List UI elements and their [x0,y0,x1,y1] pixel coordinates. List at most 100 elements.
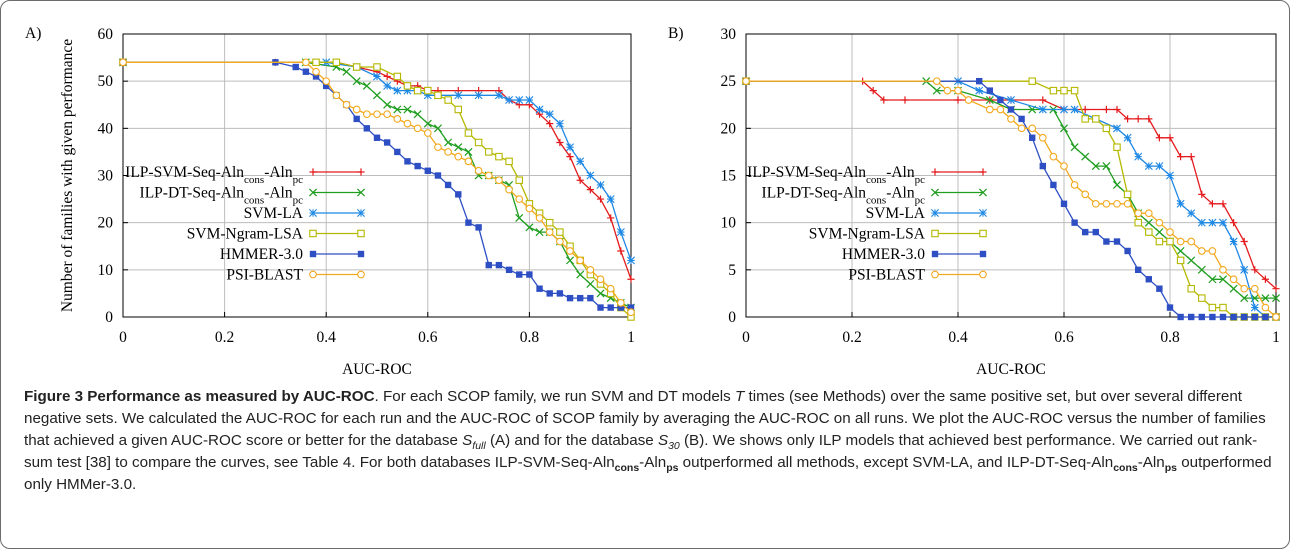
series-psi-blast [742,77,1280,321]
data-point [535,214,544,222]
y-tick-label: 25 [721,73,737,90]
data-point [1208,303,1217,312]
data-point [1050,181,1057,189]
legend-item: ILP-DT-Seq-Alncons-Alnpc [140,185,366,207]
data-point [1038,133,1047,142]
data-point [627,256,635,265]
caption-text: (B). We shows only ILP models that achie… [24,432,1258,471]
data-point [576,176,584,184]
data-point [607,304,614,311]
data-point [1059,124,1069,133]
x-axis-label: AUC-ROC [976,361,1046,378]
data-point [403,82,412,90]
legend-label: ILP-SVM-Seq-Alncons-Alnpc [747,164,925,186]
data-point [1208,275,1217,284]
caption-title: Figure 3 Performance as measured by AUC-… [24,388,375,405]
caption-subscript-ps: ps [666,462,679,475]
series-psi-blast [119,58,635,317]
legend-item: SVM-LA [866,205,987,222]
data-point [1156,285,1163,292]
data-point [1039,162,1046,170]
data-point [1060,200,1068,207]
data-point [1092,115,1100,123]
y-tick-label: 20 [721,120,737,137]
data-point [566,294,574,302]
data-point [1134,209,1143,218]
data-point [1082,228,1089,236]
data-point [943,86,952,95]
data-point [1102,162,1111,171]
data-point [975,86,984,95]
data-point [393,115,402,123]
data-point [302,68,310,75]
data-point [454,143,463,152]
data-point [403,119,412,128]
data-point [1071,219,1078,226]
legend-label: SVM-LA [866,205,926,222]
data-point [525,223,534,232]
data-point [1135,266,1142,274]
data-point [383,81,392,90]
data-point [1081,105,1089,114]
data-point [403,86,412,95]
data-point [485,261,492,269]
caption-subscript-ps: ps [1164,462,1177,475]
data-point [546,120,554,128]
x-axis-label: AUC-ROC [342,361,412,378]
legend-item: ILP-DT-Seq-Alncons-Alnpc [762,185,988,207]
data-point [414,162,421,170]
legend-item: PSI-BLAST [226,267,365,284]
y-tick-label: 30 [98,168,114,185]
data-point [475,224,482,231]
data-point [1198,190,1206,198]
legend-label: HMMER-3.0 [842,246,925,263]
data-point [423,129,432,137]
data-point [1134,115,1142,123]
data-point [1166,304,1174,311]
data-point [434,91,442,100]
data-point [1144,218,1153,227]
data-point [576,157,585,166]
x-tick-label: 0.2 [842,329,861,346]
y-tick-label: 60 [98,26,114,43]
legend-item: HMMER-3.0 [220,246,365,263]
data-point [312,73,320,80]
y-tick-label: 50 [98,73,114,90]
data-point [1229,275,1238,284]
data-point [332,58,341,67]
data-point [1007,115,1015,123]
data-point [880,96,888,104]
data-point [505,266,513,274]
data-point [566,247,574,255]
data-point [352,105,361,114]
data-point [986,87,993,94]
caption-text: times (see Methods) over the same positi… [24,388,1266,449]
data-point [526,271,533,278]
y-tick-label: 0 [105,309,113,326]
caption-subscript-cons: cons [614,462,640,475]
data-point [1219,200,1227,208]
data-point [515,195,524,203]
data-point [1197,265,1206,274]
data-point [1060,162,1068,170]
data-point [606,195,615,204]
data-point [1187,153,1195,161]
data-point [556,237,564,246]
data-point [535,105,544,114]
data-point [1124,247,1131,255]
data-point [1219,265,1227,274]
data-point [413,110,422,119]
data-point [1166,237,1174,246]
legend-item: HMMER-3.0 [842,246,987,263]
data-point [954,96,962,104]
data-point [332,91,341,100]
data-point [1240,265,1249,274]
data-point [413,124,422,133]
data-point [597,304,604,311]
panel-label: B) [668,25,684,42]
data-point [1176,246,1185,255]
data-point [546,290,553,297]
data-point [1251,313,1258,321]
data-point [616,228,625,237]
x-tick-label: 1 [1272,329,1280,346]
